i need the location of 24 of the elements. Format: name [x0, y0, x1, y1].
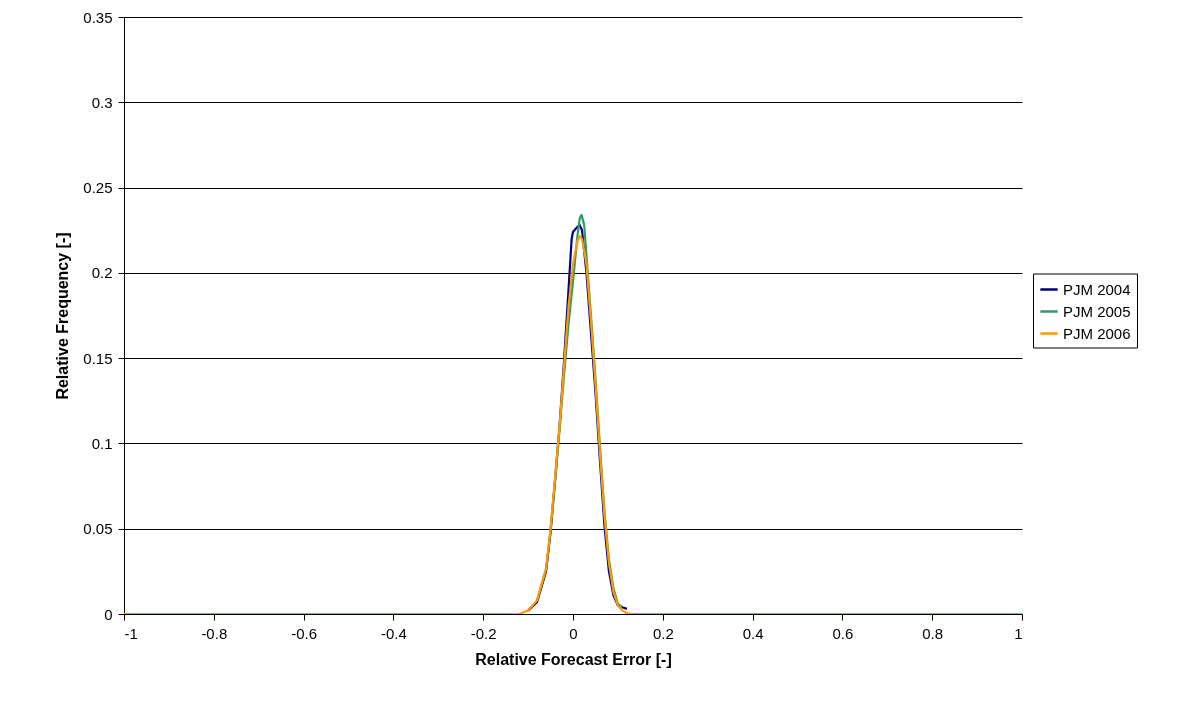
x-tick-label: 0.6 — [832, 624, 854, 642]
x-tick-label: 0.2 — [652, 624, 674, 642]
y-tick-label: 0.05 — [83, 520, 113, 538]
y-tick-label: 0.35 — [83, 8, 113, 26]
legend-label: PJM 2005 — [1063, 302, 1131, 320]
y-tick-label: 0.3 — [91, 93, 113, 111]
x-tick-label: 0.4 — [742, 624, 764, 642]
x-tick-label: -0.8 — [201, 624, 228, 642]
y-tick-label: 0.2 — [91, 264, 113, 282]
y-tick-label: 0.15 — [83, 349, 113, 367]
legend-label: PJM 2006 — [1063, 324, 1131, 342]
legend-label: PJM 2004 — [1063, 280, 1131, 298]
x-tick-label: -0.6 — [291, 624, 318, 642]
x-tick-label: 1 — [1014, 624, 1023, 642]
y-tick-label: 0.1 — [91, 434, 113, 452]
x-axis-title: Relative Forecast Error [-] — [475, 650, 672, 668]
y-axis-title: Relative Frequency [-] — [54, 232, 72, 400]
x-tick-label: 0 — [569, 624, 578, 642]
x-tick-label: -0.2 — [470, 624, 497, 642]
x-tick-label: -0.4 — [380, 624, 407, 642]
y-tick-label: 0 — [104, 605, 113, 623]
x-tick-label: 0.8 — [922, 624, 944, 642]
x-tick-label: -1 — [124, 624, 138, 642]
y-tick-label: 0.25 — [83, 179, 113, 197]
